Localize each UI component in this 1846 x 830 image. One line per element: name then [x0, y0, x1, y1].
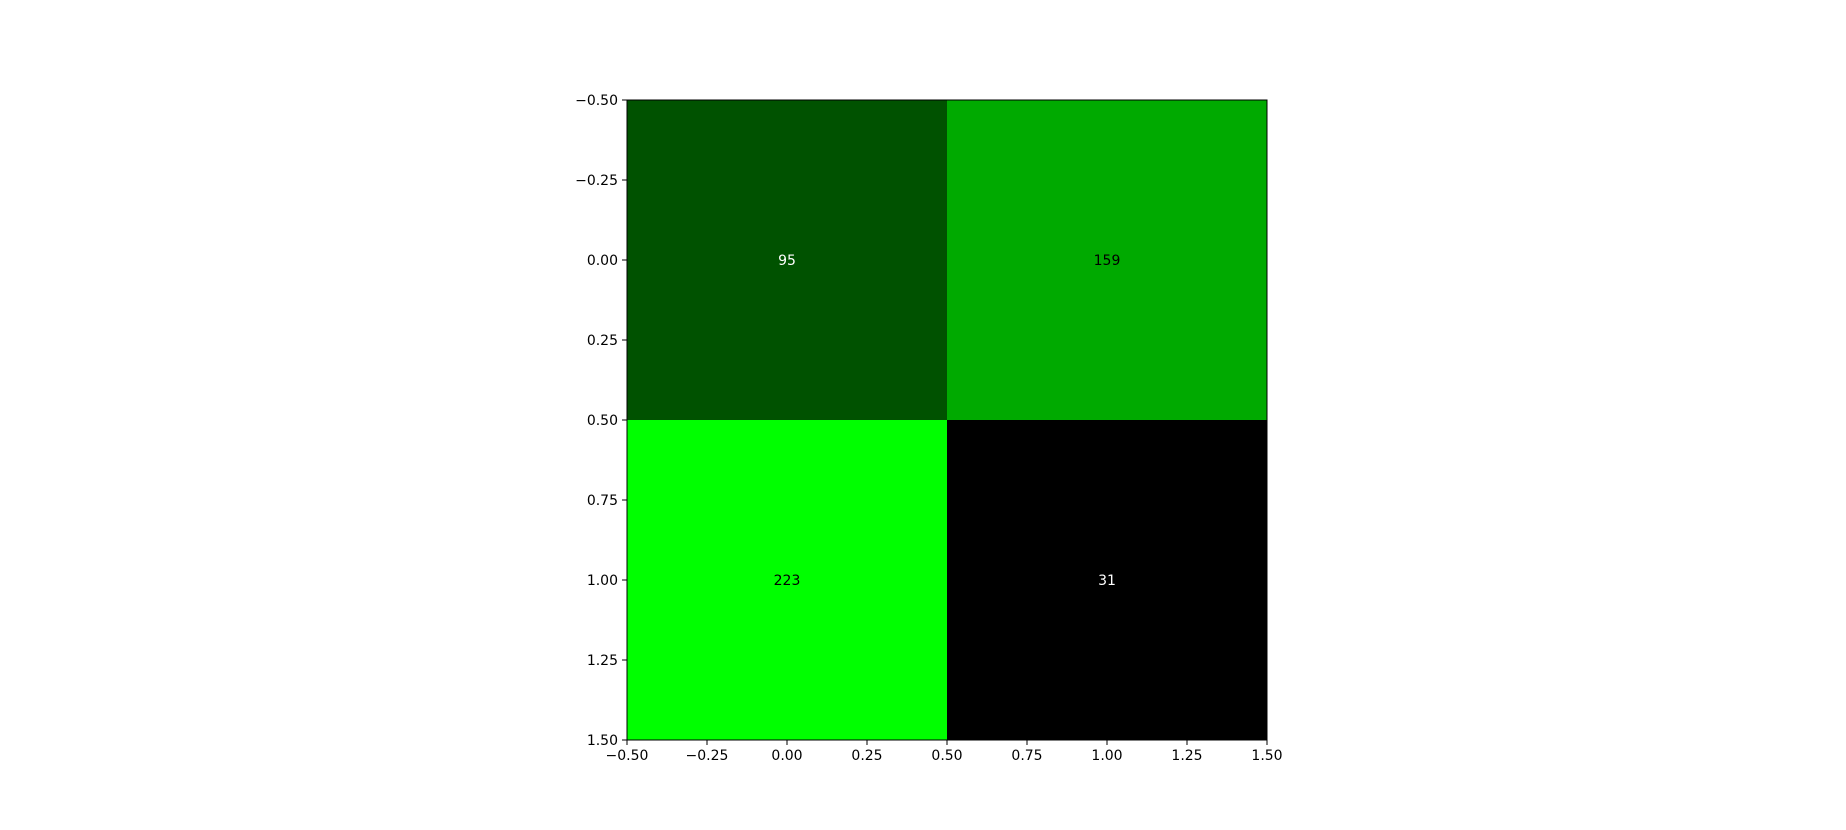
y-axis: −0.50 −0.25 0.00 0.25 0.50 0.75 1.00 1.25 1.50	[575, 93, 627, 749]
x-tick-label-7: 1.25	[1171, 748, 1202, 764]
cell-value-label-r1-c0: 223	[774, 573, 801, 589]
heatmap-cells	[627, 100, 1267, 740]
y-tick-label-6: 1.00	[587, 573, 618, 589]
y-tick-label-5: 0.75	[587, 493, 618, 509]
heatmap-cell-r0-c1	[947, 100, 1267, 420]
y-tick-label-3: 0.25	[587, 333, 618, 349]
x-tick-label-3: 0.25	[851, 748, 882, 764]
x-tick-label-4: 0.50	[931, 748, 962, 764]
cell-value-label-r0-c0: 95	[778, 253, 796, 269]
heatmap-cell-r0-c0	[627, 100, 947, 420]
heatmap-cell-labels: 95 159 223 31	[774, 253, 1121, 589]
x-tick-label-2: 0.00	[771, 748, 802, 764]
x-tick-label-1: −0.25	[686, 748, 729, 764]
y-tick-label-0: −0.50	[575, 93, 618, 109]
heatmap-cell-r1-c1	[947, 420, 1267, 740]
cell-value-label-r1-c1: 31	[1098, 573, 1116, 589]
y-tick-label-4: 0.50	[587, 413, 618, 429]
heatmap-cell-r1-c0	[627, 420, 947, 740]
cell-value-label-r0-c1: 159	[1094, 253, 1121, 269]
x-tick-label-8: 1.50	[1251, 748, 1282, 764]
x-tick-label-5: 0.75	[1011, 748, 1042, 764]
y-tick-label-1: −0.25	[575, 173, 618, 189]
y-tick-label-2: 0.00	[587, 253, 618, 269]
y-tick-label-8: 1.50	[587, 733, 618, 749]
y-tick-label-7: 1.25	[587, 653, 618, 669]
x-tick-label-0: −0.50	[606, 748, 649, 764]
x-tick-label-6: 1.00	[1091, 748, 1122, 764]
x-axis: −0.50 −0.25 0.00 0.25 0.50 0.75 1.00 1.25 1.50	[606, 740, 1283, 764]
